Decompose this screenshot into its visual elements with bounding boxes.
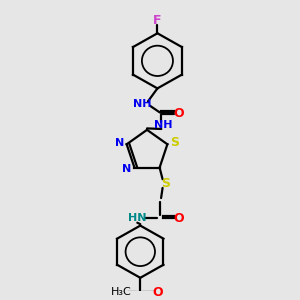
Text: O: O [153, 286, 164, 299]
Text: HN: HN [128, 213, 147, 224]
Text: S: S [170, 136, 179, 149]
Text: H₃C: H₃C [111, 287, 131, 297]
Text: F: F [153, 14, 162, 27]
Text: NH: NH [133, 99, 152, 109]
Text: NH: NH [154, 121, 172, 130]
Text: O: O [174, 212, 184, 225]
Text: S: S [161, 177, 170, 190]
Text: O: O [174, 107, 184, 120]
Text: N: N [115, 138, 124, 148]
Text: N: N [122, 164, 132, 174]
